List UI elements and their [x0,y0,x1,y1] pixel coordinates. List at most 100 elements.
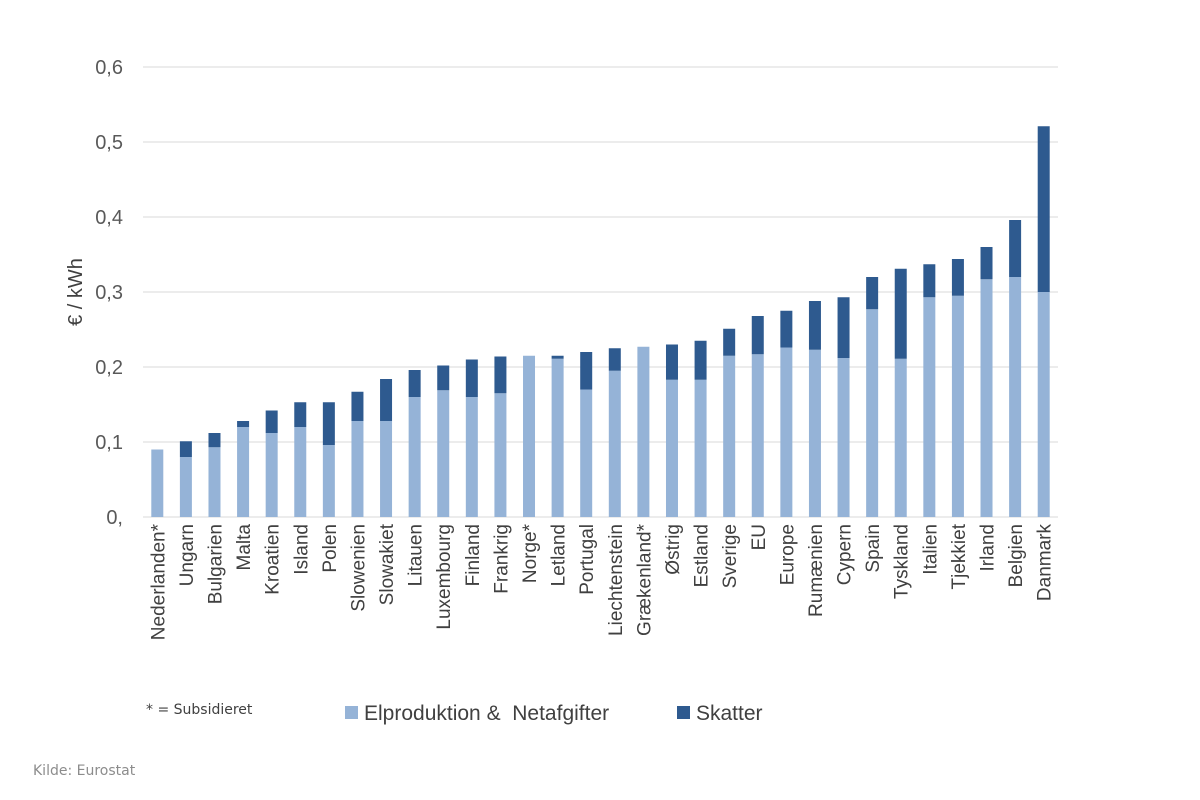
x-tick-label: Polen [320,524,341,573]
bar-elproduktion [437,390,450,517]
bar-elproduktion [208,447,221,517]
bar-skatter [723,328,736,356]
bar-skatter [866,277,879,310]
x-tick-label: Østrig [663,524,684,575]
bar-elproduktion [465,397,478,517]
bar-skatter [437,365,450,391]
bar-elproduktion [866,309,879,517]
x-tick-label: EU [749,524,770,550]
x-tick-label: Spain [863,524,884,573]
bar-elproduktion [837,358,850,517]
source-note: Kilde: Eurostat [33,763,136,779]
x-tick-label: Tjekkiet [949,523,970,589]
bar-elproduktion [665,379,678,517]
bar-skatter [694,340,707,380]
x-tick-label: Danmark [1035,524,1056,602]
x-tick-label: Liechtenstein [606,524,627,636]
bar-skatter [751,316,764,355]
bar-elproduktion [151,449,164,517]
x-tick-label: Luxembourg [434,524,455,630]
bar-skatter [780,310,793,348]
x-tick-label: Kroatien [263,524,284,595]
bar-skatter [608,348,621,371]
x-tick-label: Finland [463,524,484,586]
bar-skatter [551,355,564,359]
bar-elproduktion [322,445,335,517]
bar-skatter [322,402,335,445]
x-tick-label: Slowenien [348,524,369,612]
bar-elproduktion [237,427,250,517]
y-axis-label: € / kWh [65,258,87,326]
bar-skatter [1037,126,1050,292]
x-tick-label: Cypern [835,524,856,585]
bar-skatter [665,344,678,380]
bar-skatter [179,441,192,457]
footnote: * = Subsidieret [146,702,253,718]
x-tick-label: Litauen [406,524,427,586]
y-tick-label: 0, [106,507,123,529]
bar-elproduktion [294,427,307,517]
y-tick-label: 0,6 [95,57,123,79]
bar-skatter [380,379,393,421]
x-tick-label: Portugal [577,524,598,595]
bar-elproduktion [751,354,764,517]
bar-skatter [580,352,593,390]
bars [151,126,1050,517]
gridlines [143,66,1058,518]
bar-elproduktion [980,279,993,517]
bar-skatter [294,402,307,427]
x-tick-label: Bulgarien [205,524,226,604]
bar-elproduktion [1009,277,1022,517]
bar-elproduktion [523,355,536,517]
bar-skatter [980,247,993,280]
bar-elproduktion [780,347,793,517]
bar-elproduktion [951,295,964,517]
bar-elproduktion [265,433,278,517]
bar-elproduktion [894,358,907,517]
bar-skatter [351,391,364,421]
bar-skatter [951,259,964,296]
x-tick-label: Letland [549,524,570,586]
x-tick-label: Europe [777,524,798,585]
x-tick-label: Malta [234,524,255,571]
bar-skatter [237,421,250,427]
bar-skatter [208,433,221,448]
y-axis-ticks: 0, 0,1 0,2 0,3 0,4 0,5 0,6 [95,57,123,529]
bar-elproduktion [723,355,736,517]
y-tick-label: 0,1 [95,432,123,454]
x-tick-label: Ungarn [177,524,198,586]
bar-elproduktion [608,370,621,517]
x-tick-label: Tyskland [892,524,913,599]
bar-skatter [894,268,907,359]
bar-elproduktion [580,389,593,517]
bar-elproduktion [351,421,364,517]
x-tick-label: Norge* [520,523,541,583]
bar-elproduktion [1037,292,1050,517]
bar-elproduktion [551,358,564,517]
bar-skatter [1009,220,1022,277]
x-tick-label: Frankrig [491,524,512,594]
bar-elproduktion [694,379,707,517]
legend-swatch-elproduktion [345,706,358,719]
x-tick-label: Island [291,524,312,575]
legend-swatch-skatter [677,706,690,719]
bar-elproduktion [408,397,421,517]
x-tick-label: Belgien [1006,524,1027,587]
x-tick-label: Irland [978,524,999,572]
x-tick-label: Rumænien [806,524,827,617]
x-tick-label: Slowakiet [377,523,398,605]
x-axis-ticks: Nederlanden* Ungarn Bulgarien Malta Kroatien… [148,523,1055,640]
bar-skatter [837,297,850,358]
legend-label-skatter: Skatter [696,702,763,725]
bar-elproduktion [179,457,192,517]
bar-elproduktion [380,421,393,517]
y-tick-label: 0,2 [95,357,123,379]
bar-skatter [465,359,478,397]
bar-skatter [808,301,821,350]
bar-skatter [408,370,421,397]
x-tick-label: Estland [692,524,713,587]
bar-skatter [494,356,507,394]
x-tick-label: Italien [920,524,941,575]
